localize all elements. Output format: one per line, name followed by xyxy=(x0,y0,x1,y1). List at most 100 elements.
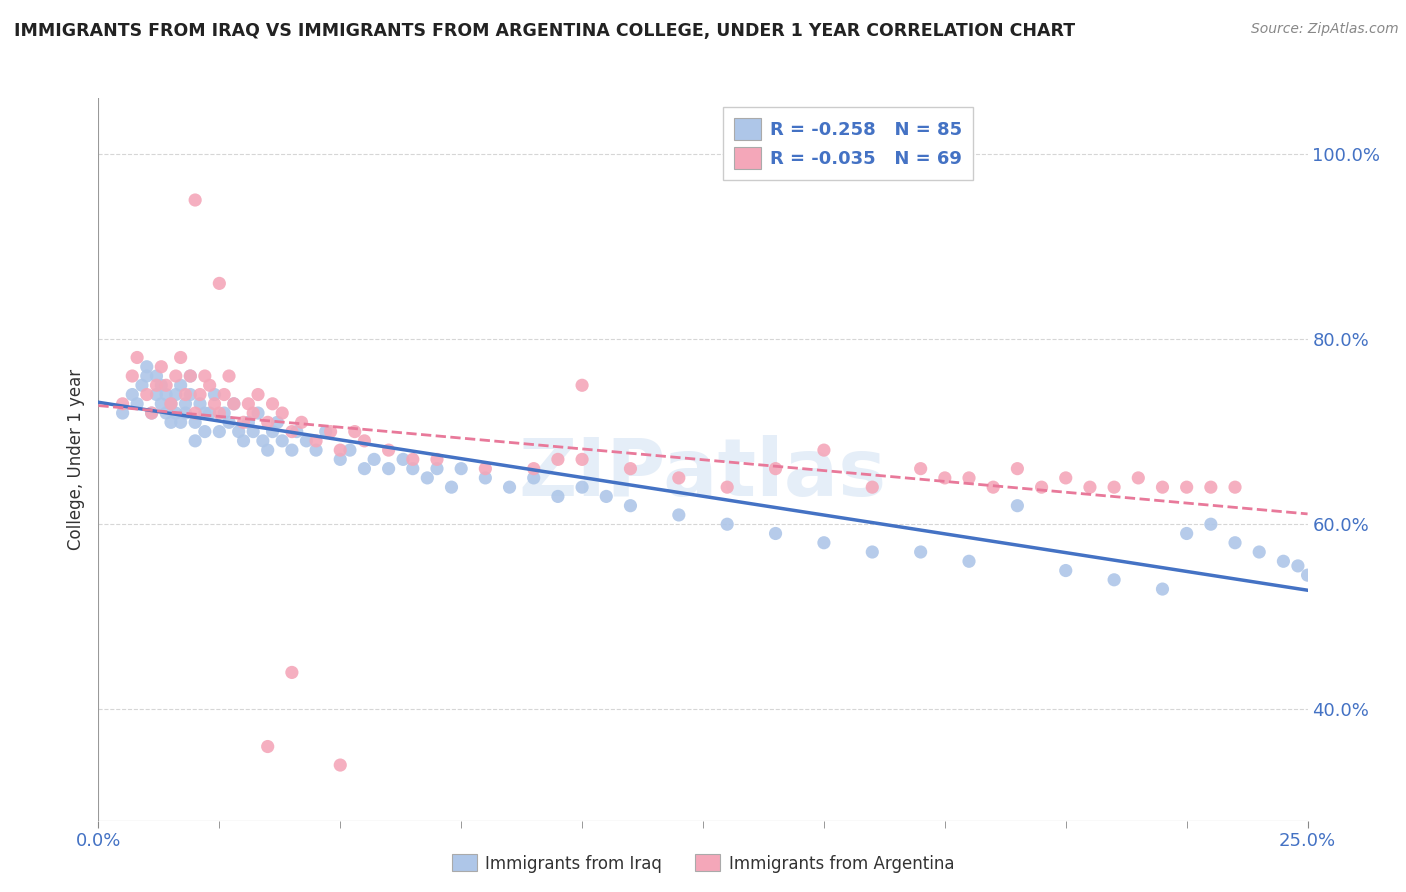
Point xyxy=(934,471,956,485)
Point xyxy=(256,415,278,429)
Point xyxy=(450,461,472,475)
Point xyxy=(111,406,134,420)
Point xyxy=(402,461,425,475)
Point xyxy=(392,452,415,467)
Point xyxy=(127,397,149,411)
Point xyxy=(1175,480,1198,494)
Point xyxy=(212,387,235,401)
Point xyxy=(329,443,352,458)
Point xyxy=(523,471,546,485)
Point xyxy=(208,425,231,439)
Point xyxy=(305,443,328,458)
Point xyxy=(247,406,270,420)
Point xyxy=(127,351,149,365)
Point xyxy=(377,461,399,475)
Point xyxy=(1031,480,1053,494)
Point xyxy=(1175,526,1198,541)
Point xyxy=(1199,480,1222,494)
Point xyxy=(145,378,167,392)
Point xyxy=(571,452,593,467)
Point xyxy=(619,461,641,475)
Point xyxy=(150,397,173,411)
Point xyxy=(174,387,197,401)
Point xyxy=(262,425,284,439)
Point xyxy=(165,369,187,384)
Point xyxy=(121,387,143,401)
Point xyxy=(329,452,352,467)
Point xyxy=(204,397,226,411)
Point xyxy=(218,415,240,429)
Point xyxy=(716,517,738,532)
Point xyxy=(1199,517,1222,532)
Point xyxy=(179,369,201,384)
Point xyxy=(416,471,439,485)
Point xyxy=(547,452,569,467)
Point xyxy=(1078,480,1101,494)
Point xyxy=(339,443,361,458)
Point xyxy=(266,415,288,429)
Point xyxy=(194,369,217,384)
Point xyxy=(165,387,187,401)
Point xyxy=(184,193,207,207)
Point xyxy=(957,554,980,568)
Point xyxy=(247,387,270,401)
Point xyxy=(1128,471,1150,485)
Point xyxy=(281,665,304,680)
Point xyxy=(595,490,617,504)
Point xyxy=(910,545,932,559)
Point xyxy=(145,369,167,384)
Point xyxy=(208,277,231,291)
Point xyxy=(1102,480,1125,494)
Point xyxy=(160,397,183,411)
Point xyxy=(111,397,134,411)
Point xyxy=(212,406,235,420)
Point xyxy=(860,480,883,494)
Point xyxy=(1007,499,1029,513)
Point xyxy=(957,471,980,485)
Text: Source: ZipAtlas.com: Source: ZipAtlas.com xyxy=(1251,22,1399,37)
Point xyxy=(184,434,207,448)
Point xyxy=(571,480,593,494)
Point xyxy=(184,415,207,429)
Point xyxy=(169,351,191,365)
Point xyxy=(353,434,375,448)
Point xyxy=(981,480,1004,494)
Point xyxy=(281,425,304,439)
Point xyxy=(194,406,217,420)
Point xyxy=(1272,554,1295,568)
Point xyxy=(426,452,449,467)
Point xyxy=(121,369,143,384)
Point xyxy=(319,425,342,439)
Point xyxy=(188,387,211,401)
Point xyxy=(377,443,399,458)
Point xyxy=(218,369,240,384)
Text: IMMIGRANTS FROM IRAQ VS IMMIGRANTS FROM ARGENTINA COLLEGE, UNDER 1 YEAR CORRELAT: IMMIGRANTS FROM IRAQ VS IMMIGRANTS FROM … xyxy=(14,22,1076,40)
Point xyxy=(135,359,157,374)
Point xyxy=(290,415,312,429)
Point xyxy=(1007,461,1029,475)
Point xyxy=(194,425,217,439)
Point xyxy=(305,434,328,448)
Point xyxy=(160,415,183,429)
Point xyxy=(145,387,167,401)
Point xyxy=(329,758,352,772)
Point xyxy=(315,425,337,439)
Point xyxy=(155,406,177,420)
Point xyxy=(353,461,375,475)
Point xyxy=(1152,480,1174,494)
Point xyxy=(1054,564,1077,578)
Point xyxy=(198,378,221,392)
Point xyxy=(184,406,207,420)
Point xyxy=(1223,535,1246,549)
Point xyxy=(295,434,318,448)
Point xyxy=(474,461,496,475)
Point xyxy=(285,425,308,439)
Point xyxy=(1296,568,1319,582)
Point xyxy=(1152,582,1174,596)
Point xyxy=(131,378,153,392)
Legend: Immigrants from Iraq, Immigrants from Argentina: Immigrants from Iraq, Immigrants from Ar… xyxy=(446,847,960,880)
Point xyxy=(256,443,278,458)
Y-axis label: College, Under 1 year: College, Under 1 year xyxy=(66,368,84,550)
Point xyxy=(668,508,690,522)
Point xyxy=(668,471,690,485)
